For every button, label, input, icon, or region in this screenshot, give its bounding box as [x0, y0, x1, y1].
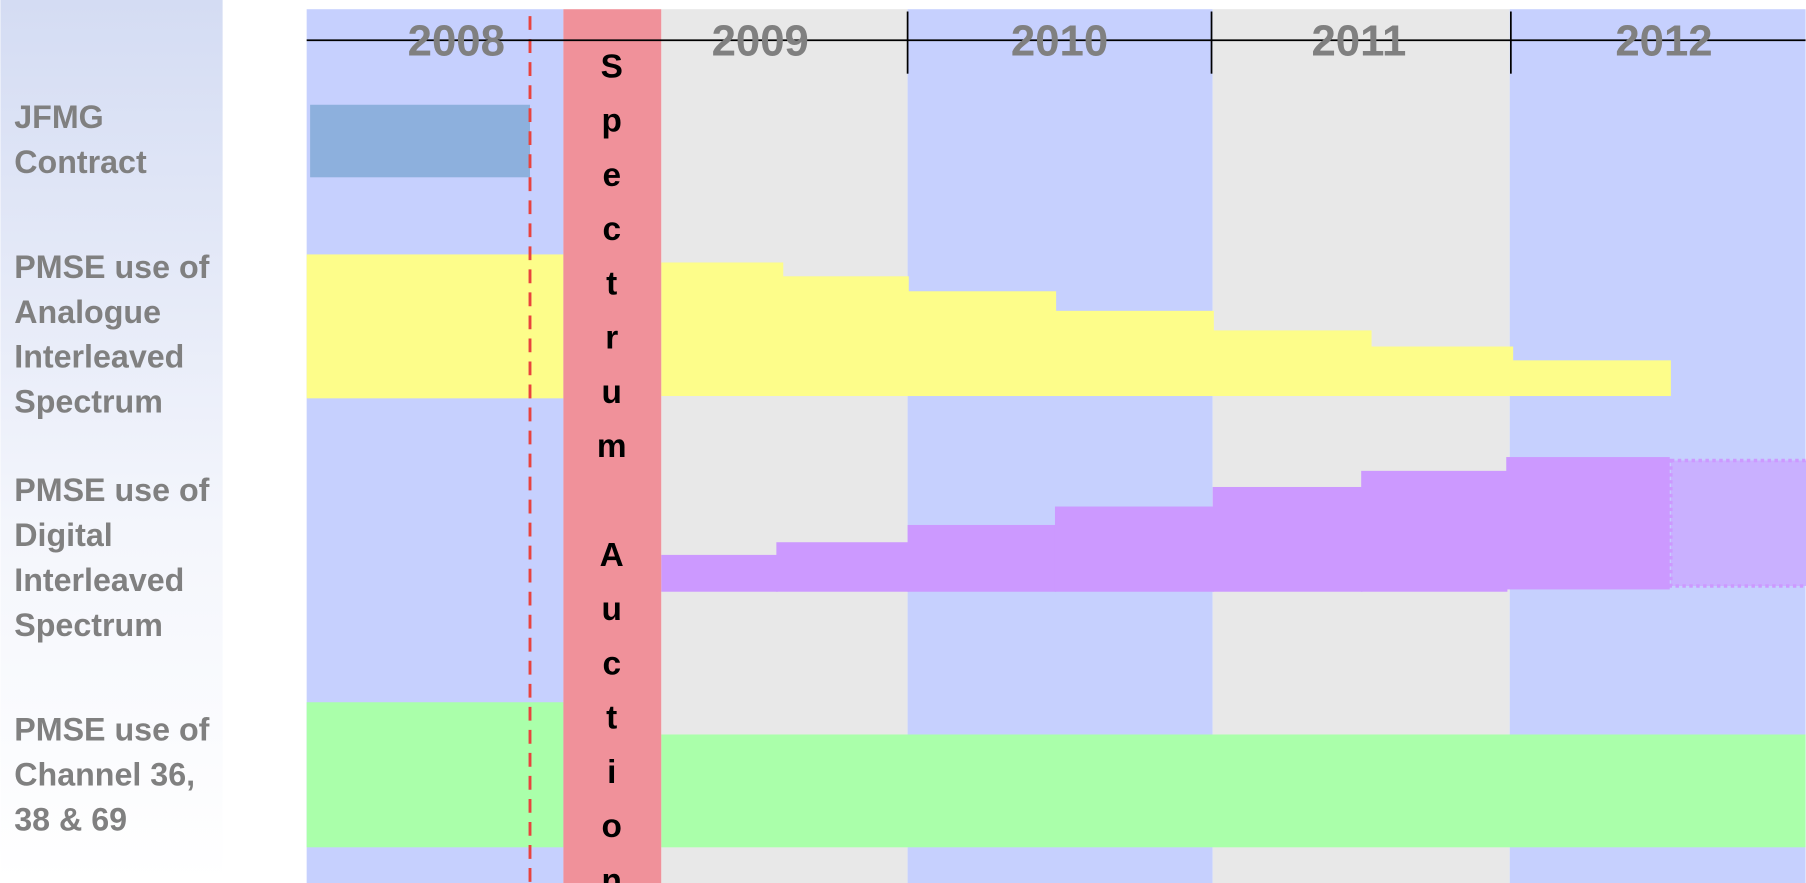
row-label: Interleaved	[14, 339, 184, 375]
auction-label: Spectrum Auction	[593, 48, 630, 883]
analogue-bars	[306, 254, 1671, 399]
row-label: Contract	[14, 144, 147, 180]
year-label: 2012	[1615, 16, 1712, 65]
row-label: Interleaved	[14, 562, 184, 598]
row-label: Spectrum	[14, 384, 163, 420]
auction-band	[563, 9, 662, 883]
year-label: 2008	[408, 16, 505, 65]
jfmg-bar	[310, 104, 530, 178]
digital-bars	[661, 457, 1670, 592]
row-label: PMSE use of	[14, 472, 209, 508]
row-label: Analogue	[14, 294, 161, 330]
row-label: PMSE use of	[14, 249, 209, 285]
year-label: 2010	[1011, 16, 1108, 65]
row-label: JFMG	[14, 99, 104, 135]
year-label: 2011	[1311, 16, 1406, 65]
row-label: Digital	[14, 517, 112, 553]
label-panel	[0, 0, 223, 883]
row-label: Channel 36,	[14, 757, 195, 793]
row-label: 38 & 69	[14, 802, 127, 838]
year-label: 2009	[712, 16, 809, 65]
channel-bars	[306, 702, 1806, 848]
digital-future-bar	[1669, 458, 1806, 588]
row-label: Spectrum	[14, 607, 163, 643]
row-label: PMSE use of	[14, 712, 209, 748]
